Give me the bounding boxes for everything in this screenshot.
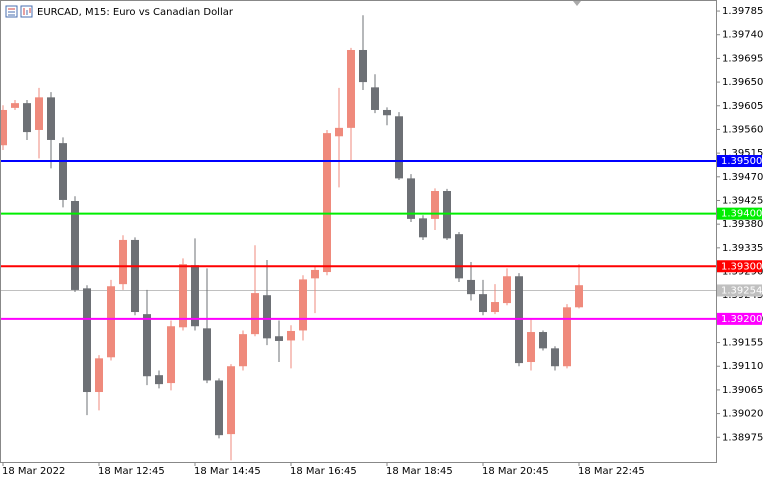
- y-tick-label: 1.39110: [722, 361, 763, 372]
- candle-body: [383, 109, 391, 116]
- candle-body: [143, 314, 151, 377]
- candle-body: [155, 375, 163, 385]
- candle-body: [203, 328, 211, 381]
- current-price-label: 1.39254: [721, 285, 762, 296]
- y-tick-label: 1.39470: [722, 172, 763, 183]
- x-tick-label: 18 Mar 12:45: [98, 466, 165, 477]
- candle-body: [83, 288, 91, 393]
- x-tick-label: 18 Mar 14:45: [194, 466, 261, 477]
- candle-body: [563, 307, 571, 367]
- candle-body: [167, 326, 175, 384]
- level-tag: [717, 312, 762, 325]
- candle-body: [107, 286, 115, 358]
- y-tick-label: 1.39515: [722, 148, 763, 159]
- y-tick-label: 1.39560: [722, 124, 763, 135]
- candle-body: [539, 332, 547, 349]
- candle-body: [455, 234, 463, 279]
- candle-body: [131, 239, 139, 313]
- candle-body: [347, 49, 355, 128]
- y-tick-label: 1.39155: [722, 338, 763, 349]
- candle-body: [359, 49, 367, 83]
- symbol-icons: [5, 5, 33, 18]
- candle-body: [443, 191, 451, 239]
- y-tick-label: 1.38975: [722, 432, 763, 443]
- shift-marker: [573, 1, 581, 6]
- candle-body: [227, 366, 235, 435]
- candle-body: [407, 178, 415, 219]
- y-tick-label: 1.39650: [722, 77, 763, 88]
- level-tag: [717, 207, 762, 220]
- y-tick-label: 1.39605: [722, 101, 763, 112]
- candle-body: [35, 97, 43, 130]
- candle-body: [11, 103, 19, 108]
- y-tick-label: 1.39065: [722, 385, 763, 396]
- candle-body: [335, 127, 343, 137]
- x-tick-label: 18 Mar 18:45: [386, 466, 453, 477]
- candle-body: [95, 358, 103, 393]
- current-price-tag: [717, 284, 762, 297]
- candle-body: [431, 191, 439, 219]
- candle-body: [479, 294, 487, 313]
- candle-body: [71, 201, 79, 290]
- candle-body: [23, 103, 31, 133]
- level-tag-label: 1.39200: [721, 314, 762, 325]
- y-tick-label: 1.39740: [722, 30, 763, 41]
- candle-body: [371, 87, 379, 110]
- candle-body: [47, 97, 55, 140]
- candle-body: [287, 330, 295, 341]
- candle-body: [311, 269, 319, 279]
- level-tag-label: 1.39500: [721, 156, 762, 167]
- candle-body: [59, 143, 67, 200]
- candle-body: [467, 279, 475, 295]
- y-tick-label: 1.39335: [722, 243, 763, 254]
- y-tick-label: 1.39695: [722, 53, 763, 64]
- candle-body: [503, 276, 511, 304]
- plot-frame: [0, 0, 717, 463]
- candle-body: [275, 336, 283, 341]
- candle-body: [191, 265, 199, 327]
- y-tick-label: 1.39425: [722, 195, 763, 206]
- candle-body: [263, 295, 271, 339]
- candle-body: [299, 279, 307, 331]
- chart-title: EURCAD, M15: Euro vs Canadian Dollar: [37, 7, 234, 18]
- level-tag-label: 1.39300: [721, 261, 762, 272]
- candle-body: [551, 348, 559, 367]
- x-tick-label: 18 Mar 22:45: [578, 466, 645, 477]
- y-tick-label: 1.39020: [722, 409, 763, 420]
- candle-body: [119, 239, 127, 285]
- candle-body: [527, 332, 535, 363]
- candle-body: [491, 302, 499, 313]
- candle-body: [395, 116, 403, 179]
- level-tag-label: 1.39400: [721, 209, 762, 220]
- candle-body: [215, 380, 223, 436]
- candle-body: [179, 264, 187, 328]
- candle-body: [239, 334, 247, 367]
- x-tick-label: 18 Mar 2022: [2, 466, 65, 477]
- plot-area: [1, 15, 716, 461]
- candle-body: [419, 218, 427, 238]
- candle-body: [575, 285, 583, 308]
- level-tag: [717, 260, 762, 273]
- candle-body: [1, 109, 7, 146]
- level-tag: [717, 155, 762, 168]
- x-tick-label: 18 Mar 16:45: [290, 466, 357, 477]
- y-tick-label: 1.39785: [722, 6, 763, 17]
- candle-body: [251, 293, 259, 335]
- candle-body: [323, 133, 331, 273]
- y-tick-label: 1.39380: [722, 219, 763, 230]
- x-tick-label: 18 Mar 20:45: [482, 466, 549, 477]
